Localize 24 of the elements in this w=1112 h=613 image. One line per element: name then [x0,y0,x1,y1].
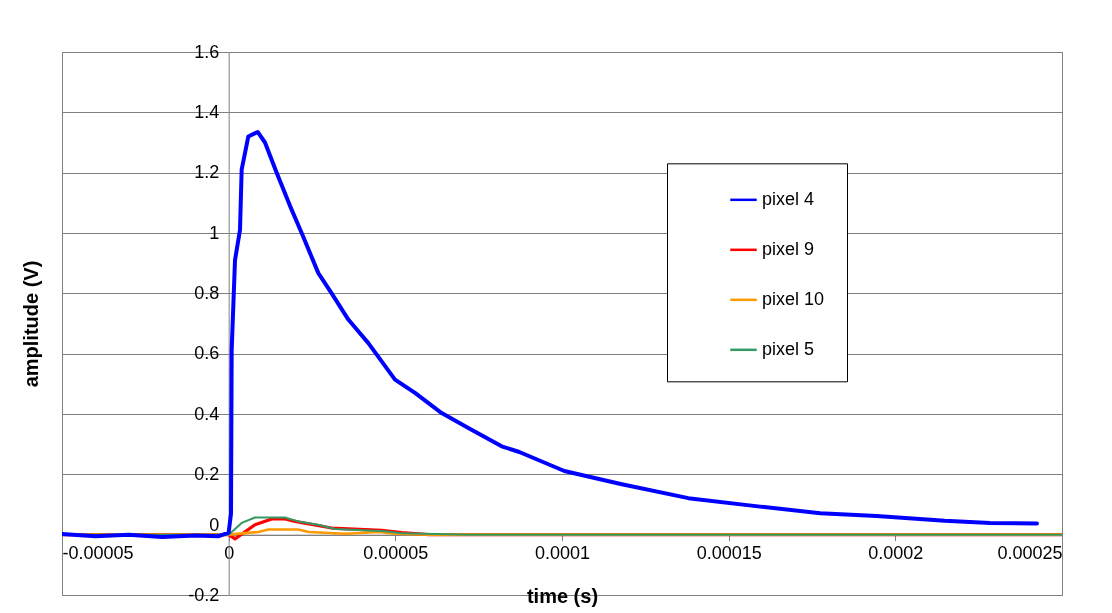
x-tick-label: 0.0001 [534,543,591,564]
legend-label: pixel 10 [762,288,825,309]
x-tick-label: 0.00015 [696,543,762,564]
y-axis-title: amplitude (V) [19,260,42,388]
legend-label: pixel 4 [762,188,815,209]
x-tick-label: 0.0002 [868,543,924,564]
y-tick-label: 1.4 [194,101,220,122]
y-tick-label: 1.2 [194,162,220,183]
x-tick-label: 0 [224,543,235,564]
legend-label: pixel 9 [762,238,815,259]
y-tick-label: 1.6 [194,41,220,62]
y-tick-label: 0.2 [194,463,220,484]
legend-label: pixel 5 [762,338,815,359]
x-axis-title: time (s) [526,585,599,608]
y-tick-label: 0.8 [194,282,220,303]
x-tick-label: 0.00005 [363,543,429,564]
x-tick-label: -0.00005 [62,543,134,564]
x-tick-label: 0.00025 [997,543,1063,564]
y-tick-label: 0.6 [194,343,220,364]
y-tick-label: 1 [209,222,220,243]
y-tick-label: 0 [209,515,220,536]
y-tick-label: -0.2 [188,584,220,605]
line-series [62,129,1039,540]
y-tick-label: 0.4 [194,403,220,424]
